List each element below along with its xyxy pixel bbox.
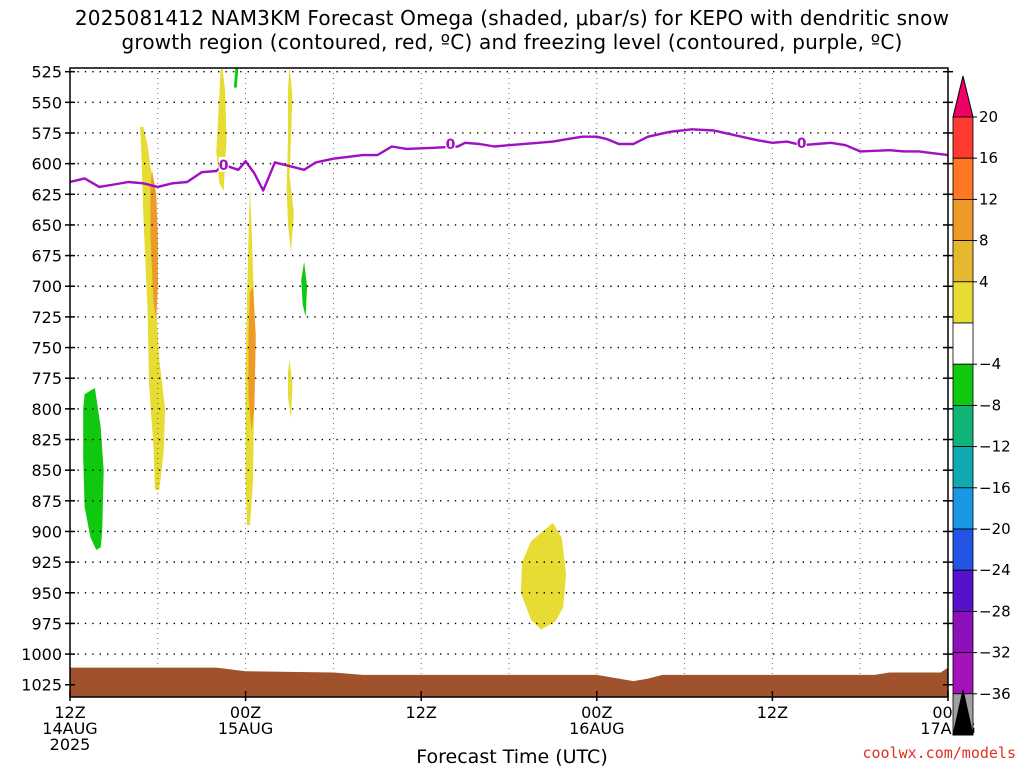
grid-layer <box>70 68 948 697</box>
y-tick-label-3: 600 <box>31 155 62 174</box>
freezing-label-bg-0 <box>218 156 229 172</box>
colorbar-label-2: 12 <box>979 190 998 208</box>
colorbar-segment-4 <box>952 281 974 324</box>
colorbar-label-1: 16 <box>979 149 998 167</box>
y-tick-label-1: 550 <box>31 93 62 112</box>
freezing-level-label-2: 0 <box>797 136 807 152</box>
colorbar-segment-9 <box>952 487 974 530</box>
x-tick-label-4-0: 12Z <box>757 703 788 722</box>
y-tick-label-5: 650 <box>31 216 62 235</box>
axes-layer: 525 550 575 600 625 650 675 700 725 750 775 800 825 8… <box>21 63 975 754</box>
terrain-layer <box>70 667 948 697</box>
colorbar-label-6: −8 <box>979 396 1001 414</box>
colorbar-label-10: −24 <box>979 561 1011 579</box>
colorbar-segment-10 <box>952 528 974 571</box>
y-tick-label-16: 925 <box>31 553 62 572</box>
y-tick-label-17: 950 <box>31 584 62 603</box>
colorbar-segment-5 <box>952 322 974 365</box>
colorbar-label-0: 20 <box>979 108 998 126</box>
colorbar: 20 16 12 8 4 −4 −8 −12 −16 −20 −24 −28 −32 −36 <box>952 75 1011 736</box>
y-tick-label-4: 625 <box>31 185 62 204</box>
x-tick-label-1-0: 00Z <box>230 703 261 722</box>
freezing-label-bg-2 <box>796 134 807 150</box>
x-tick-label-3-0: 00Z <box>581 703 612 722</box>
x-tick-label-0-0: 12Z <box>54 703 85 722</box>
omega-region-0 <box>140 126 166 490</box>
colorbar-segment-0 <box>952 116 974 159</box>
colorbar-label-13: −36 <box>979 685 1011 703</box>
omega-region-4 <box>288 359 293 419</box>
freezing-label-bg-1 <box>445 136 456 152</box>
colorbar-label-3: 8 <box>979 232 989 250</box>
y-tick-label-2: 575 <box>31 124 62 143</box>
omega-region-6 <box>83 388 104 550</box>
colorbar-top-triangle <box>952 75 974 118</box>
y-tick-label-19: 1000 <box>21 645 62 664</box>
colorbar-label-4: 4 <box>979 273 989 291</box>
omega-region-10 <box>248 286 256 431</box>
y-tick-label-12: 825 <box>31 431 62 450</box>
plot-frame <box>69 67 949 698</box>
colorbar-segment-7 <box>952 404 974 447</box>
y-tick-label-7: 700 <box>31 277 62 296</box>
y-tick-label-14: 875 <box>31 492 62 511</box>
colorbar-label-7: −12 <box>979 438 1011 456</box>
y-tick-label-11: 800 <box>31 400 62 419</box>
colorbar-segment-1 <box>952 157 974 200</box>
omega-shading-layer <box>83 68 567 630</box>
chart-title-line1: 2025081412 NAM3KM Forecast Omega (shaded… <box>74 6 950 30</box>
colorbar-segment-11 <box>952 569 974 612</box>
x-axis-title: Forecast Time (UTC) <box>416 746 608 768</box>
chart-title-line2: growth region (contoured, red, ºC) and f… <box>121 30 903 54</box>
y-tick-label-10: 775 <box>31 369 62 388</box>
colorbar-label-9: −20 <box>979 520 1011 538</box>
colorbar-label-12: −32 <box>979 644 1011 662</box>
y-tick-label-20: 1025 <box>21 676 62 695</box>
colorbar-segment-8 <box>952 446 974 489</box>
colorbar-segment-2 <box>952 198 974 241</box>
y-tick-label-15: 900 <box>31 522 62 541</box>
x-tick-label-0-1: 14AUG <box>42 719 97 738</box>
chart-title: 2025081412 NAM3KM Forecast Omega (shaded… <box>0 6 1024 54</box>
x-tick-label-1-1: 15AUG <box>218 719 273 738</box>
omega-region-5 <box>520 522 567 630</box>
colorbar-segment-3 <box>952 240 974 283</box>
colorbar-segment-12 <box>952 611 974 654</box>
x-tick-label-2-0: 12Z <box>406 703 437 722</box>
colorbar-segment-13 <box>952 652 974 695</box>
omega-region-8 <box>233 68 239 88</box>
x-tick-label-0-2: 2025 <box>50 735 91 754</box>
colorbar-segment-6 <box>952 363 974 406</box>
freezing-level-label-0: 0 <box>219 158 229 174</box>
x-tick-label-3-1: 16AUG <box>569 719 624 738</box>
omega-region-7 <box>301 261 308 317</box>
terrain-fill <box>70 667 948 697</box>
y-tick-label-9: 750 <box>31 339 62 358</box>
y-tick-label-0: 525 <box>31 63 62 82</box>
omega-region-3 <box>286 68 294 252</box>
freezing-level-line <box>70 128 948 192</box>
y-tick-label-18: 975 <box>31 614 62 633</box>
credit-text: coolwx.com/models <box>862 744 1016 762</box>
freezing-level-label-1: 0 <box>446 137 456 153</box>
y-tick-label-8: 725 <box>31 308 62 327</box>
colorbar-bottom-triangle <box>952 689 974 736</box>
colorbar-label-5: −4 <box>979 355 1001 373</box>
colorbar-label-8: −16 <box>979 479 1011 497</box>
freezing-level-layer: 0 0 0 <box>70 128 948 192</box>
omega-region-9 <box>150 169 158 321</box>
colorbar-label-11: −28 <box>979 602 1011 620</box>
y-tick-label-13: 850 <box>31 461 62 480</box>
y-tick-label-6: 675 <box>31 247 62 266</box>
